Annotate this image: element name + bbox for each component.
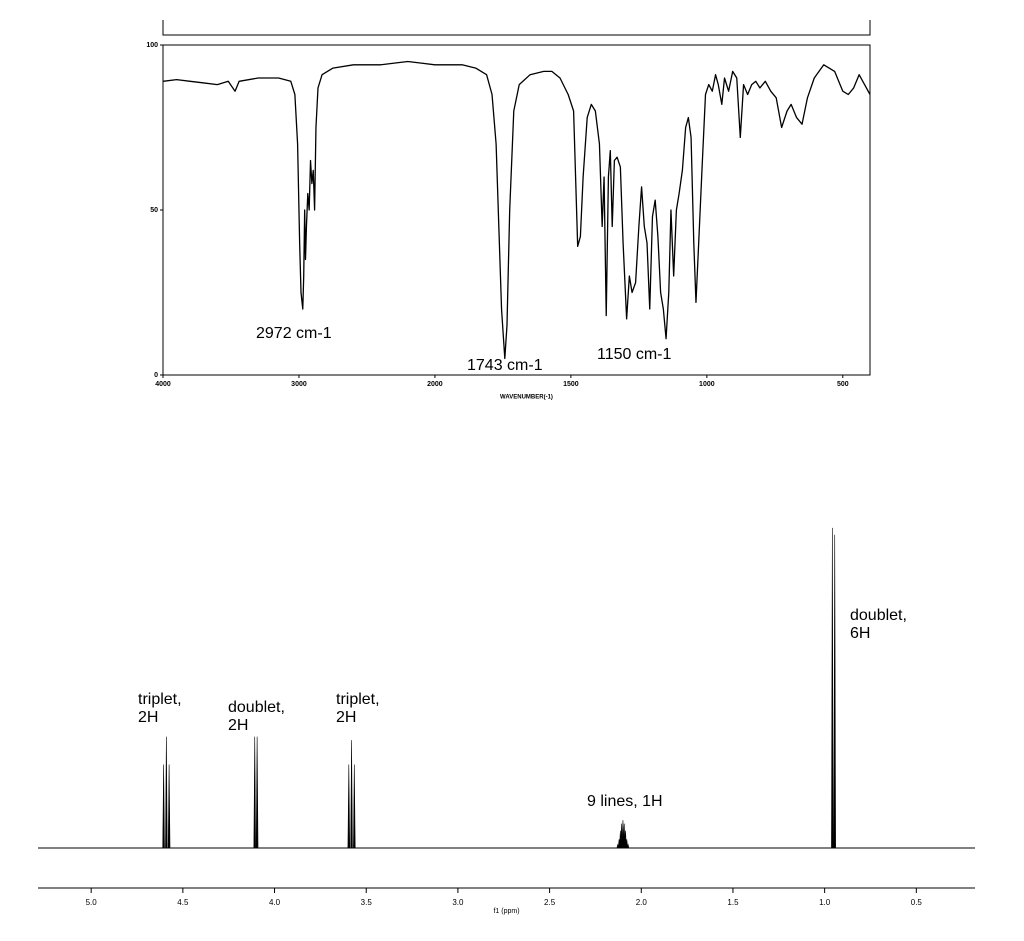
x-tick-label: 1.5 <box>727 898 739 907</box>
x-tick-label: 2.0 <box>636 898 648 907</box>
annotation: 2H <box>336 709 356 726</box>
peak <box>253 736 256 849</box>
y-tick-label: 50 <box>150 207 158 214</box>
x-tick-label: 1.0 <box>819 898 831 907</box>
peak <box>353 764 356 849</box>
x-axis-label: WAVENUMBER(-1) <box>500 395 553 401</box>
annotation: triplet, <box>138 691 182 708</box>
annotation: 6H <box>850 625 870 642</box>
annotation: 2H <box>228 717 248 734</box>
peak <box>350 740 353 849</box>
peak <box>831 527 834 849</box>
x-tick-label: 3.5 <box>361 898 373 907</box>
annotation: 1743 cm-1 <box>467 357 543 374</box>
x-tick-label: 1500 <box>563 381 579 388</box>
x-tick-label: 4.0 <box>269 898 281 907</box>
x-tick-label: 4000 <box>155 381 171 388</box>
x-tick-label: 3.0 <box>452 898 464 907</box>
annotation: 1150 cm-1 <box>597 346 672 363</box>
annotation: doublet, <box>850 607 907 624</box>
x-tick-label: 2.5 <box>544 898 556 907</box>
x-tick-label: 4.5 <box>177 898 189 907</box>
y-tick-label: 0 <box>154 372 158 379</box>
x-tick-label: 5.0 <box>86 898 98 907</box>
peak <box>167 764 171 849</box>
peak <box>162 764 165 849</box>
peak <box>625 839 629 849</box>
peak <box>165 736 168 849</box>
spectrum-line <box>162 60 871 360</box>
peak <box>255 736 259 849</box>
peak <box>624 830 627 849</box>
x-tick-label: 500 <box>837 381 849 388</box>
x-tick-label: 0.5 <box>911 898 923 907</box>
annotation: 9 lines, 1H <box>587 793 663 810</box>
x-tick-label: 1000 <box>699 381 715 388</box>
x-axis-label: f1 (ppm) <box>493 908 519 915</box>
x-tick-label: 2000 <box>427 381 443 388</box>
annotation: triplet, <box>336 691 380 708</box>
peak <box>347 764 351 849</box>
y-tick-label: 100 <box>146 42 158 49</box>
x-tick-label: 3000 <box>291 381 307 388</box>
annotation: 2H <box>138 709 158 726</box>
peak <box>833 534 836 849</box>
header-frame <box>162 20 871 36</box>
peak <box>626 843 630 849</box>
annotation: 2972 cm-1 <box>256 325 332 342</box>
annotation: doublet, <box>228 699 285 716</box>
